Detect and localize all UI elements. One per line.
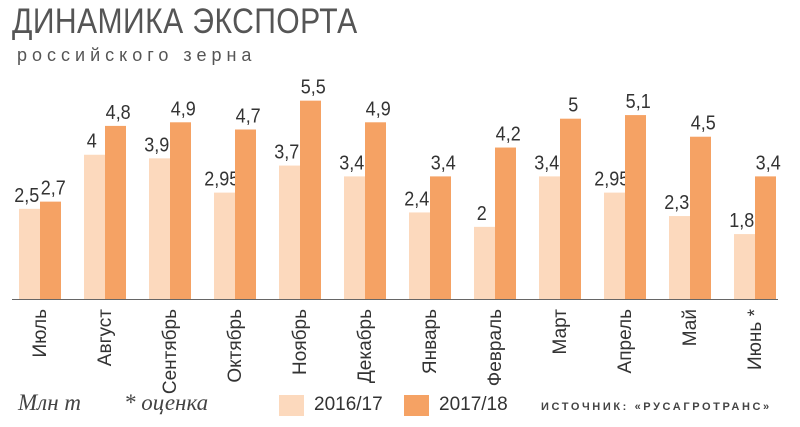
legend-swatch-2016-17: [279, 394, 304, 416]
data-label: 2,95: [594, 169, 629, 191]
data-label: 3,9: [144, 135, 169, 157]
data-label: 3,4: [756, 153, 781, 175]
data-label: 3,4: [339, 153, 364, 175]
bar-2017-18: [690, 136, 711, 299]
data-label: 3,4: [534, 153, 559, 175]
bar-2016-17: [669, 216, 690, 299]
tick-label: Февраль: [485, 309, 506, 386]
tick-label: Сентябрь: [160, 309, 181, 394]
data-label: 2,3: [664, 192, 689, 214]
legend-label-2017-18: 2017/18: [439, 394, 508, 415]
data-label: 4,5: [691, 113, 716, 135]
tick-label: Октябрь: [225, 309, 246, 383]
bar-2017-18: [430, 176, 451, 299]
bar-2016-17: [19, 208, 40, 299]
data-label: 4,9: [171, 98, 196, 120]
legend-swatch-2017-18: [404, 394, 429, 416]
bar-2016-17: [214, 192, 235, 299]
bar-2016-17: [84, 154, 105, 299]
tick-label: Апрель: [615, 309, 636, 374]
data-label: 4,7: [236, 106, 261, 128]
bar-2016-17: [604, 192, 625, 299]
units-label: Млн т: [18, 390, 81, 415]
bar-2017-18: [40, 201, 61, 299]
data-label: 3,7: [274, 142, 299, 164]
chart-subtitle: российского зерна: [17, 45, 257, 65]
tick-label: Август: [95, 309, 116, 366]
estimate-note: * оценка: [124, 390, 209, 415]
tick-label: Июнь *: [745, 308, 766, 370]
bar-2016-17: [474, 226, 495, 299]
tick-label: Июль: [30, 309, 51, 358]
chart-title: ДИНАМИКА ЭКСПОРТА: [12, 2, 358, 41]
data-label: 2,95: [204, 169, 239, 191]
bar-2017-18: [170, 122, 191, 299]
bar-2016-17: [409, 212, 430, 299]
data-label: 4: [87, 131, 97, 153]
legend-label-2016-17: 2016/17: [314, 394, 383, 415]
data-label: 2: [477, 203, 487, 225]
data-label: 4,9: [366, 98, 391, 120]
tick-label: Январь: [420, 309, 441, 374]
bar-2017-18: [495, 147, 516, 299]
data-label: 2,7: [41, 178, 66, 200]
data-label: 5,5: [301, 77, 326, 99]
legend-item-2017-18: 2017/18: [404, 394, 508, 416]
tick-label: Ноябрь: [290, 309, 311, 375]
bar-2016-17: [734, 234, 755, 299]
data-label: 4,2: [496, 124, 521, 146]
legend-item-2016-17: 2016/17: [279, 394, 383, 416]
data-label: 2,4: [404, 189, 429, 211]
bar-2016-17: [279, 165, 300, 299]
data-label: 5,1: [626, 91, 651, 113]
data-label: 2,5: [14, 185, 39, 207]
bar-2017-18: [560, 118, 581, 300]
bar-2017-18: [105, 125, 126, 299]
bar-2017-18: [300, 100, 321, 300]
bar-2017-18: [755, 176, 776, 299]
data-label: 1,8: [729, 210, 754, 232]
data-label: 5: [568, 95, 578, 117]
bar-2016-17: [539, 176, 560, 299]
tick-label: Май: [680, 309, 701, 346]
data-label: 4,8: [106, 102, 131, 124]
source-label: ИСТОЧНИК: «РУСАГРОТРАНС»: [541, 401, 772, 413]
tick-label: Март: [550, 309, 571, 355]
bar-2017-18: [625, 115, 646, 300]
bar-2016-17: [149, 158, 170, 299]
bar-2016-17: [344, 176, 365, 299]
tick-label: Декабрь: [355, 309, 376, 383]
bar-2017-18: [365, 122, 386, 299]
data-label: 3,4: [431, 153, 456, 175]
bar-2017-18: [235, 129, 256, 299]
